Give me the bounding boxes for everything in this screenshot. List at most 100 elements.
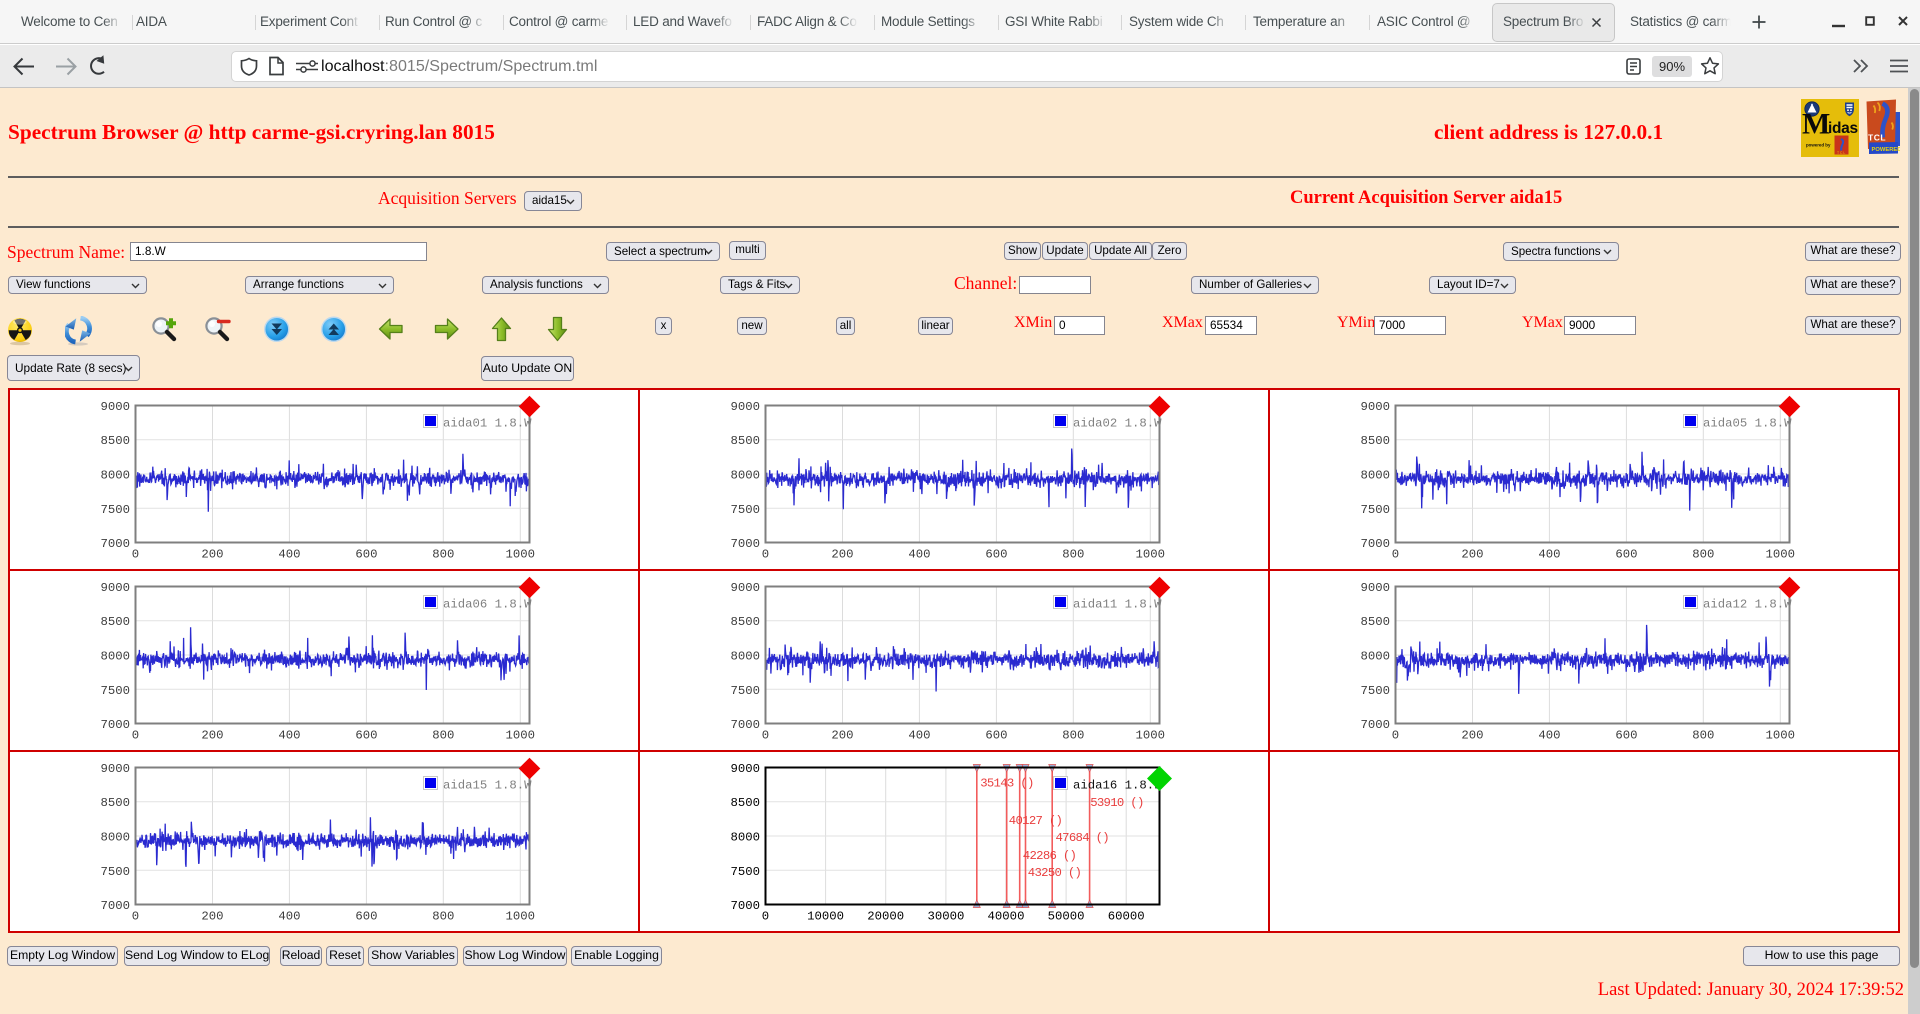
svg-text:200: 200 [201, 729, 223, 743]
svg-text:200: 200 [1461, 729, 1483, 743]
svg-text:7000: 7000 [1360, 537, 1390, 551]
svg-text:8000: 8000 [730, 650, 760, 664]
svg-text:0: 0 [762, 729, 769, 743]
svg-text:1000: 1000 [506, 548, 536, 562]
svg-text:40000: 40000 [988, 910, 1025, 924]
svg-text:400: 400 [1538, 729, 1560, 743]
svg-text:POWERED: POWERED [1872, 147, 1901, 153]
svg-text:8000: 8000 [100, 650, 130, 664]
svg-text:7500: 7500 [1360, 684, 1390, 698]
svg-text:9000: 9000 [1360, 581, 1390, 595]
svg-text:T C L: T C L [1837, 151, 1845, 155]
svg-text:aida15 1.8.W: aida15 1.8.W [443, 779, 532, 793]
svg-text:400: 400 [278, 729, 300, 743]
svg-text:8500: 8500 [1360, 434, 1390, 448]
svg-text:0: 0 [762, 910, 769, 924]
svg-text:800: 800 [432, 548, 454, 562]
svg-text:aida12 1.8.W: aida12 1.8.W [1703, 598, 1792, 612]
svg-text:7000: 7000 [100, 537, 130, 551]
svg-text:M: M [1802, 108, 1830, 141]
svg-text:1000: 1000 [506, 729, 536, 743]
svg-text:8500: 8500 [1360, 615, 1390, 629]
svg-text:600: 600 [355, 548, 377, 562]
svg-text:200: 200 [1461, 548, 1483, 562]
svg-text:800: 800 [1062, 548, 1084, 562]
svg-text:200: 200 [201, 548, 223, 562]
svg-text:0: 0 [132, 729, 139, 743]
svg-text:42286 (): 42286 () [1023, 849, 1076, 863]
svg-text:47684 (): 47684 () [1056, 831, 1109, 845]
svg-text:43250 (): 43250 () [1028, 866, 1081, 880]
svg-text:7500: 7500 [100, 684, 130, 698]
svg-text:200: 200 [201, 910, 223, 924]
svg-text:800: 800 [1692, 548, 1714, 562]
svg-text:9000: 9000 [730, 762, 760, 776]
svg-text:600: 600 [355, 729, 377, 743]
svg-text:400: 400 [1538, 548, 1560, 562]
svg-text:7000: 7000 [730, 899, 760, 913]
svg-text:53910 (): 53910 () [1090, 796, 1143, 810]
svg-text:8500: 8500 [730, 796, 760, 810]
svg-text:8000: 8000 [1360, 650, 1390, 664]
svg-text:0: 0 [132, 548, 139, 562]
svg-text:1000: 1000 [1766, 729, 1796, 743]
svg-text:7500: 7500 [730, 503, 760, 517]
svg-text:20000: 20000 [867, 910, 904, 924]
svg-text:aida02 1.8.W: aida02 1.8.W [1073, 417, 1162, 431]
svg-text:0: 0 [762, 548, 769, 562]
svg-text:1000: 1000 [1766, 548, 1796, 562]
svg-text:200: 200 [831, 729, 853, 743]
svg-text:1000: 1000 [1136, 548, 1166, 562]
svg-text:aida01 1.8.W: aida01 1.8.W [443, 417, 532, 431]
svg-text:400: 400 [908, 548, 930, 562]
svg-text:600: 600 [985, 548, 1007, 562]
svg-text:8500: 8500 [100, 434, 130, 448]
svg-text:60000: 60000 [1108, 910, 1145, 924]
svg-text:400: 400 [278, 910, 300, 924]
svg-text:7500: 7500 [730, 865, 760, 879]
svg-text:7500: 7500 [1360, 503, 1390, 517]
svg-text:800: 800 [432, 910, 454, 924]
svg-text:200: 200 [831, 548, 853, 562]
svg-text:8500: 8500 [730, 434, 760, 448]
svg-text:7500: 7500 [730, 684, 760, 698]
svg-text:aida16 1.8.W: aida16 1.8.W [1073, 779, 1162, 793]
svg-text:800: 800 [432, 729, 454, 743]
svg-text:40127 (): 40127 () [1009, 814, 1062, 828]
svg-text:800: 800 [1692, 729, 1714, 743]
svg-text:800: 800 [1062, 729, 1084, 743]
svg-text:1000: 1000 [1136, 729, 1166, 743]
svg-text:600: 600 [985, 729, 1007, 743]
svg-text:0: 0 [1392, 729, 1399, 743]
svg-text:600: 600 [1615, 548, 1637, 562]
svg-text:9000: 9000 [1360, 400, 1390, 414]
svg-text:0: 0 [1392, 548, 1399, 562]
svg-text:7000: 7000 [730, 718, 760, 732]
svg-text:8500: 8500 [100, 796, 130, 810]
svg-text:7500: 7500 [100, 503, 130, 517]
svg-text:9000: 9000 [730, 581, 760, 595]
svg-text:TCL: TCL [1868, 133, 1886, 143]
svg-text:35143 (): 35143 () [980, 777, 1033, 791]
svg-text:8500: 8500 [730, 615, 760, 629]
svg-text:8000: 8000 [100, 831, 130, 845]
svg-text:8000: 8000 [1360, 469, 1390, 483]
svg-text:9000: 9000 [730, 400, 760, 414]
svg-text:7000: 7000 [1360, 718, 1390, 732]
svg-text:aida11 1.8.W: aida11 1.8.W [1073, 598, 1162, 612]
svg-text:8000: 8000 [730, 831, 760, 845]
svg-text:30000: 30000 [927, 910, 964, 924]
svg-text:powered by: powered by [1806, 143, 1831, 148]
svg-text:7000: 7000 [100, 718, 130, 732]
svg-text:1000: 1000 [506, 910, 536, 924]
svg-text:50000: 50000 [1048, 910, 1085, 924]
svg-text:600: 600 [1615, 729, 1637, 743]
svg-text:400: 400 [908, 729, 930, 743]
svg-text:9000: 9000 [100, 400, 130, 414]
svg-text:idas: idas [1828, 120, 1858, 137]
svg-text:7500: 7500 [100, 865, 130, 879]
svg-text:0: 0 [132, 910, 139, 924]
svg-text:8500: 8500 [100, 615, 130, 629]
svg-text:600: 600 [355, 910, 377, 924]
svg-text:aida06 1.8.W: aida06 1.8.W [443, 598, 532, 612]
